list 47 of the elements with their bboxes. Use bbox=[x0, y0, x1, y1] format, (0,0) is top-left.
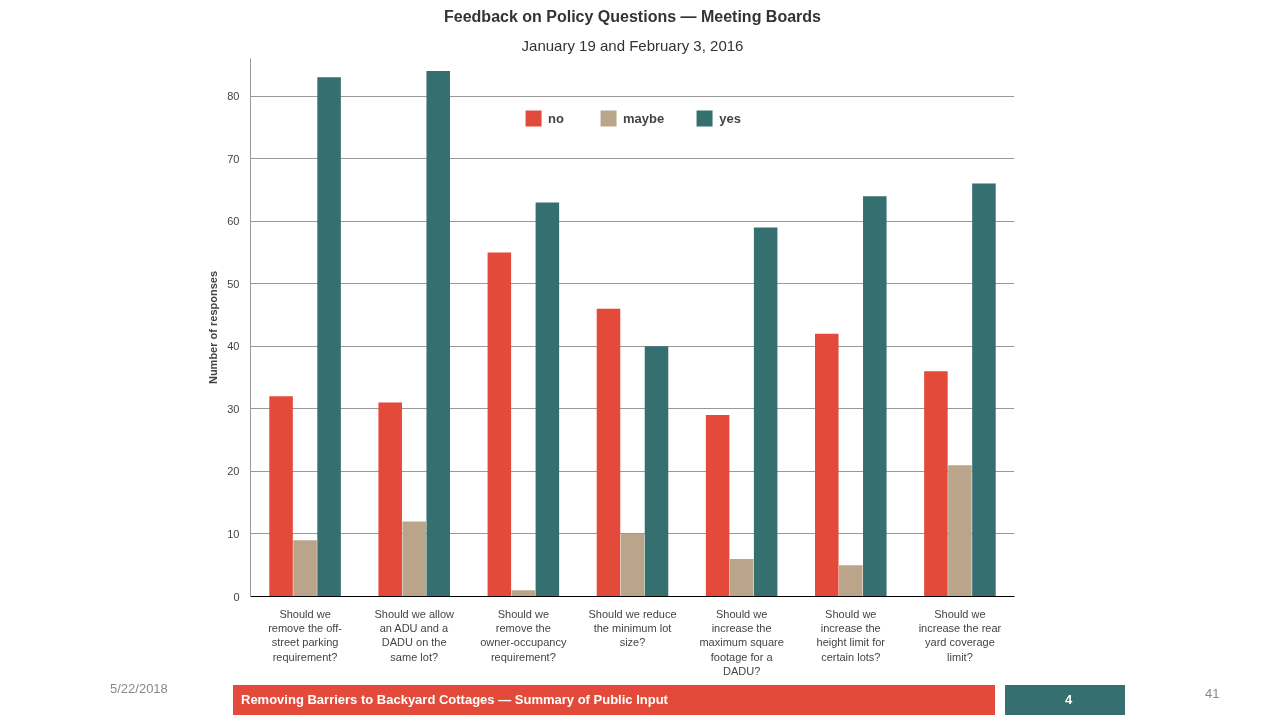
y-tick-label: 0 bbox=[233, 590, 240, 603]
x-tick-label: Should we remove the owner-occupancy requirement? bbox=[480, 607, 567, 663]
bar bbox=[948, 465, 972, 597]
bar bbox=[863, 196, 887, 597]
bar bbox=[487, 252, 512, 597]
y-tick-label: 50 bbox=[227, 277, 240, 290]
bar bbox=[705, 415, 730, 597]
bar bbox=[753, 227, 778, 597]
x-tick-label: Should we increase the maximum square footage for a DADU? bbox=[699, 607, 784, 678]
text: 41 bbox=[1205, 685, 1220, 703]
bar bbox=[293, 540, 317, 597]
y-tick-label: 80 bbox=[227, 90, 240, 103]
bar bbox=[426, 71, 450, 597]
chart-subtitle: January 19 and February 3, 2016 bbox=[521, 36, 744, 54]
bar bbox=[839, 565, 863, 597]
bar bbox=[317, 77, 341, 597]
bar bbox=[620, 533, 645, 597]
bar bbox=[815, 333, 839, 597]
y-tick-label: 40 bbox=[227, 340, 240, 353]
x-tick-label: Should we increase the rear yard coverage limit? bbox=[918, 607, 1002, 663]
bar bbox=[972, 183, 996, 597]
y-tick-label: 70 bbox=[227, 152, 240, 165]
y-tick-label: 10 bbox=[227, 527, 240, 540]
bar bbox=[378, 402, 402, 597]
bar bbox=[511, 590, 536, 597]
bar bbox=[596, 308, 621, 597]
y-tick-label: 60 bbox=[227, 215, 240, 228]
bar bbox=[535, 202, 560, 597]
legend-label: yes bbox=[719, 110, 741, 126]
text: 5/22/2018 bbox=[110, 680, 168, 698]
y-tick-label: 20 bbox=[227, 465, 240, 478]
legend-label: no bbox=[548, 110, 565, 126]
x-tick-label: Should we allow an ADU and a DADU on the same lot? bbox=[374, 607, 455, 663]
bar bbox=[402, 521, 426, 597]
legend-label: maybe bbox=[623, 110, 665, 126]
x-tick-label: Should we reduce the minimum lot size? bbox=[588, 607, 677, 649]
text: Removing Barriers to Backyard Cottages — Summary of Public Input bbox=[241, 691, 668, 709]
bar bbox=[644, 346, 669, 597]
y-tick-label: 30 bbox=[227, 402, 240, 415]
x-tick-label: Should we increase the height limit for certain lots? bbox=[816, 607, 886, 663]
bar bbox=[729, 558, 754, 597]
x-tick-label: Should we remove the off- street parking requirement? bbox=[268, 607, 343, 663]
text: 4 bbox=[1065, 691, 1073, 709]
y-axis-title: Number of responses bbox=[207, 270, 220, 385]
bar bbox=[269, 396, 293, 597]
chart-title: Feedback on Policy Questions — Meeting Boards bbox=[444, 7, 822, 25]
bar bbox=[924, 371, 948, 597]
